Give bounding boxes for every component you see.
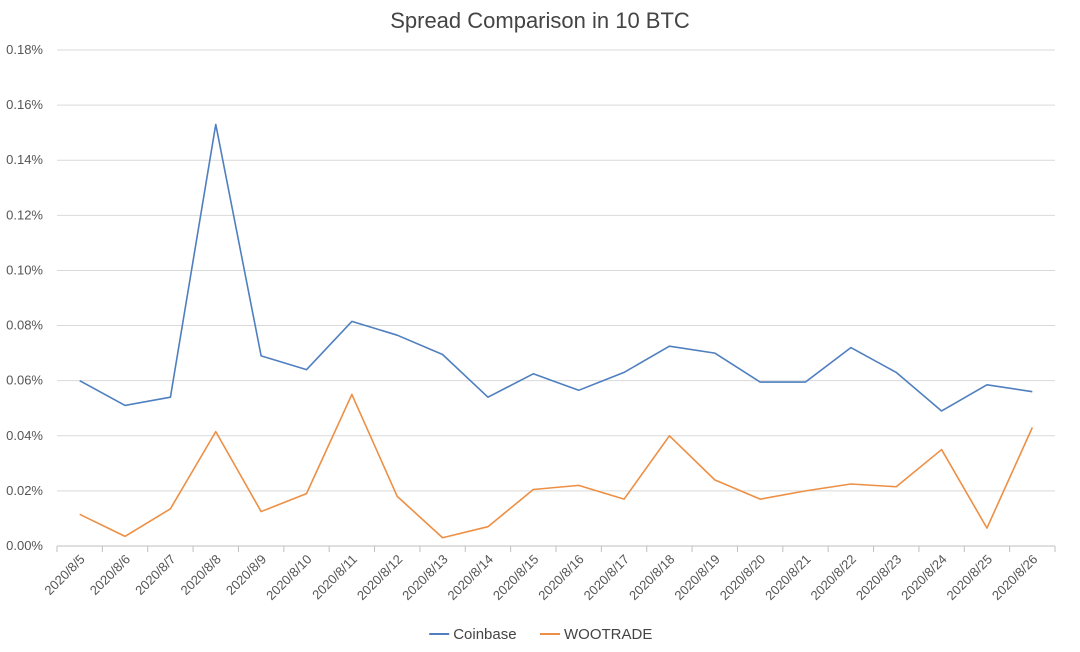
y-tick-label: 0.14% — [6, 152, 43, 167]
y-tick-label: 0.00% — [6, 538, 43, 553]
x-tick-label: 2020/8/7 — [132, 552, 178, 598]
y-axis: 0.00% 0.02% 0.04% 0.06% 0.08% 0.10% 0.12% 0.14%… — [6, 42, 43, 553]
legend-item-wootrade: WOOTRADE — [540, 626, 652, 643]
legend: Coinbase WOOTRADE — [429, 626, 652, 643]
x-tick-label: 2020/8/19 — [671, 552, 723, 604]
x-tick-label: 2020/8/9 — [223, 552, 269, 598]
y-tick-label: 0.08% — [6, 318, 43, 333]
chart-title: Spread Comparison in 10 BTC — [390, 8, 690, 33]
x-tick-label: 2020/8/22 — [807, 552, 859, 604]
x-tick-label: 2020/8/16 — [535, 552, 587, 604]
x-tick-label: 2020/8/25 — [944, 552, 996, 604]
y-tick-label: 0.06% — [6, 373, 43, 388]
y-tick-label: 0.04% — [6, 428, 43, 443]
x-tick-label: 2020/8/12 — [354, 552, 406, 604]
x-tick-label: 2020/8/17 — [581, 552, 633, 604]
x-tick-label: 2020/8/24 — [898, 552, 950, 604]
series-layer — [79, 123, 1034, 539]
legend-item-coinbase: Coinbase — [429, 626, 517, 643]
y-tick-label: 0.16% — [6, 97, 43, 112]
x-tick-label: 2020/8/10 — [263, 552, 315, 604]
x-tick-label: 2020/8/21 — [762, 552, 814, 604]
x-tick-label: 2020/8/8 — [178, 552, 224, 598]
x-axis: 2020/8/52020/8/62020/8/72020/8/82020/8/9… — [41, 545, 1056, 604]
series-line-wootrade — [79, 393, 1034, 539]
legend-label: Coinbase — [453, 626, 516, 643]
grid-layer — [57, 49, 1055, 492]
x-tick-label: 2020/8/14 — [445, 552, 497, 604]
x-tick-label: 2020/8/23 — [853, 552, 905, 604]
y-tick-label: 0.12% — [6, 207, 43, 222]
x-tick-label: 2020/8/26 — [989, 552, 1041, 604]
x-tick-label: 2020/8/15 — [490, 552, 542, 604]
y-tick-label: 0.18% — [6, 42, 43, 57]
series-line-coinbase — [79, 123, 1033, 412]
y-tick-label: 0.10% — [6, 262, 43, 277]
y-tick-label: 0.02% — [6, 483, 43, 498]
x-tick-label: 2020/8/18 — [626, 552, 678, 604]
x-tick-label: 2020/8/20 — [717, 552, 769, 604]
x-tick-label: 2020/8/11 — [309, 552, 360, 603]
x-tick-label: 2020/8/6 — [87, 552, 133, 598]
x-tick-label: 2020/8/13 — [399, 552, 451, 604]
x-tick-label: 2020/8/5 — [41, 552, 87, 598]
legend-label: WOOTRADE — [564, 626, 652, 643]
